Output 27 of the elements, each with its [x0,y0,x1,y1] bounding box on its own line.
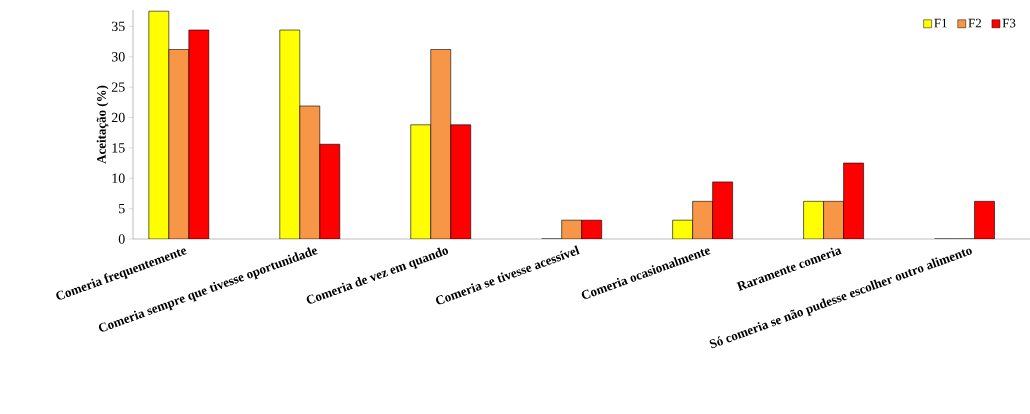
legend-label: F3 [1002,18,1016,28]
bar [450,124,472,239]
bar [279,29,301,239]
bar [712,181,733,239]
y-tick-label: 35 [111,21,125,32]
bar [319,143,341,239]
bar [974,201,995,239]
bar [299,105,321,239]
y-tick-label: 10 [112,173,125,183]
bar [843,162,864,239]
bar [148,10,170,239]
bar [692,201,713,239]
y-tick-label: 20 [111,112,125,123]
y-axis-title: Aceitação (%) [96,85,109,164]
bar [823,201,844,239]
bar [410,124,432,239]
y-tick-label: 15 [112,143,125,153]
bar [188,29,210,239]
legend-label: F2 [968,18,981,28]
y-tick-label: 30 [111,52,125,62]
y-tick-label: 0 [118,234,125,244]
legend-label: F1 [934,18,947,28]
bar [168,49,190,239]
y-tick-label: 25 [111,82,125,92]
bar [803,201,824,239]
bar [430,49,452,239]
y-tick-label: 5 [119,203,125,214]
